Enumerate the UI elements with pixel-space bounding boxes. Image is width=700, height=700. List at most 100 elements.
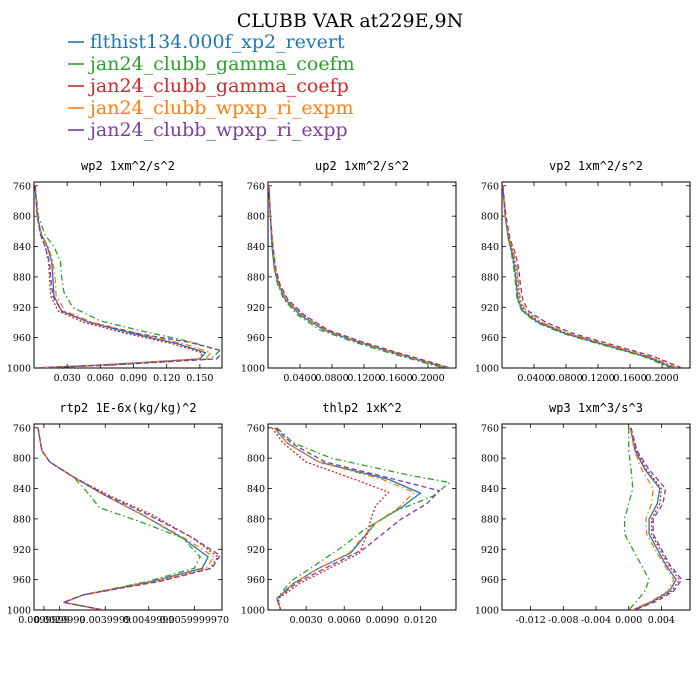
y-tick-label: 880 — [481, 514, 499, 525]
series-line-2 — [37, 427, 201, 610]
legend-label: jan24_clubb_wpxp_ri_expm — [88, 97, 354, 119]
panel-title: wp2 1xm^2/s^2 — [81, 159, 175, 173]
y-tick-label: 840 — [13, 484, 31, 495]
y-tick-label: 760 — [13, 423, 31, 434]
y-tick-label: 920 — [13, 303, 31, 314]
x-tick-label: 0.030 — [54, 373, 81, 384]
x-tick-label: 0.2000 — [411, 373, 444, 384]
x-tick-label: 0.0800 — [549, 373, 582, 384]
series-group — [34, 185, 222, 368]
y-tick-label: 760 — [481, 181, 499, 192]
panel-1: wp2 1xm^2/s^2 760 800 840 880 920 960 1000 0.030… — [7, 159, 223, 384]
series-line-2 — [268, 185, 445, 368]
y-tick-label: 920 — [247, 303, 265, 314]
panel-3: vp2 1xm^2/s^2 760 800 840 880 920 960 1000 0.040… — [475, 159, 691, 384]
y-tick-label: 800 — [481, 212, 499, 223]
y-tick-label: 880 — [481, 272, 499, 283]
panel-title: wp3 1xm^3/s^3 — [549, 401, 643, 415]
series-line-5 — [275, 427, 441, 610]
y-tick-label: 800 — [13, 454, 31, 465]
series-line-5 — [630, 427, 683, 610]
x-tick-label: 0.0400 — [517, 373, 550, 384]
y-tick-label: 920 — [247, 545, 265, 556]
legend-item: flthist134.000f_xp2_revert — [68, 31, 345, 53]
y-tick-label: 1000 — [7, 364, 31, 375]
series-line-5 — [268, 185, 451, 368]
series-line-5 — [37, 427, 221, 610]
legend-item: jan24_clubb_wpxp_ri_expm — [68, 97, 354, 119]
x-tick-label: 0.0120 — [404, 615, 437, 626]
x-tick-label: 0.1200 — [581, 373, 614, 384]
panel-frame — [33, 181, 223, 369]
series-line-4 — [629, 427, 675, 610]
series-group — [37, 427, 221, 610]
y-tick-label: 760 — [247, 423, 265, 434]
x-tick-label: 0.0049999 — [123, 615, 174, 626]
series-line-5 — [34, 185, 222, 368]
x-tick-label: 0.0030 — [289, 615, 322, 626]
x-tick-label: 0.120 — [153, 373, 180, 384]
y-tick-label: 1000 — [475, 606, 499, 617]
y-tick-label: 840 — [13, 242, 31, 253]
series-group — [268, 185, 451, 368]
x-tick-label: 0.1600 — [613, 373, 646, 384]
y-tick-label: 760 — [481, 423, 499, 434]
panel-frame — [267, 423, 457, 611]
y-tick-label: 880 — [13, 272, 31, 283]
x-tick-label: 0.1600 — [379, 373, 412, 384]
y-tick-label: 840 — [481, 484, 499, 495]
series-line-2 — [34, 185, 221, 368]
x-tick-label: 0.0029999 — [34, 615, 85, 626]
x-tick-label: 0.0060 — [328, 615, 361, 626]
x-tick-label: 0.090 — [120, 373, 147, 384]
y-tick-label: 880 — [247, 514, 265, 525]
legend-item: jan24_clubb_gamma_coefp — [68, 75, 349, 97]
y-tick-label: 840 — [247, 484, 265, 495]
figure-title: CLUBB VAR at229E,9N — [237, 10, 463, 32]
panel-frame — [501, 181, 691, 369]
panel-frame — [33, 423, 223, 611]
y-tick-label: 800 — [13, 212, 31, 223]
series-line-3 — [268, 185, 449, 368]
series-line-1 — [273, 427, 422, 610]
y-tick-label: 800 — [481, 454, 499, 465]
y-tick-label: 960 — [481, 333, 499, 344]
y-tick-label: 840 — [247, 242, 265, 253]
y-tick-label: 920 — [481, 545, 499, 556]
y-tick-label: 760 — [13, 181, 31, 192]
series-line-4 — [268, 185, 449, 368]
y-tick-label: 920 — [13, 545, 31, 556]
y-tick-label: 760 — [247, 181, 265, 192]
legend-item: jan24_clubb_wpxp_ri_expp — [68, 119, 348, 141]
y-tick-label: 960 — [247, 575, 265, 586]
x-tick-label: 0.1200 — [347, 373, 380, 384]
y-tick-label: 1000 — [475, 364, 499, 375]
y-tick-label: 1000 — [7, 606, 31, 617]
panels: wp2 1xm^2/s^2 760 800 840 880 920 960 1000 0.030… — [7, 159, 691, 626]
x-tick-label: 0.150 — [186, 373, 213, 384]
panel-2: up2 1xm^2/s^2 760 800 840 880 920 960 1000 0.040… — [241, 159, 457, 384]
series-line-2 — [502, 185, 672, 368]
x-tick-label: 0.0059999970 — [160, 615, 230, 626]
y-tick-label: 840 — [481, 242, 499, 253]
series-line-1 — [502, 185, 675, 368]
series-line-2 — [623, 427, 650, 610]
y-tick-label: 800 — [247, 212, 265, 223]
series-line-4 — [34, 185, 212, 368]
series-line-4 — [37, 427, 215, 610]
panel-title: vp2 1xm^2/s^2 — [549, 159, 643, 173]
series-line-3 — [629, 427, 681, 610]
x-tick-label: 0.004 — [648, 615, 675, 626]
legend: flthist134.000f_xp2_revert jan24_clubb_ga… — [68, 31, 355, 141]
x-tick-label: -0.012 — [515, 615, 545, 626]
x-tick-label: 0.0039999 — [80, 615, 131, 626]
x-tick-label: 0.000 — [615, 615, 642, 626]
y-tick-label: 960 — [247, 333, 265, 344]
series-line-3 — [271, 427, 390, 610]
series-line-4 — [273, 427, 415, 610]
x-tick-label: 0.060 — [87, 373, 114, 384]
panel-title: rtp2 1E-6x(kg/kg)^2 — [59, 401, 196, 415]
x-tick-label: 0.0400 — [283, 373, 316, 384]
legend-label: flthist134.000f_xp2_revert — [90, 31, 345, 53]
